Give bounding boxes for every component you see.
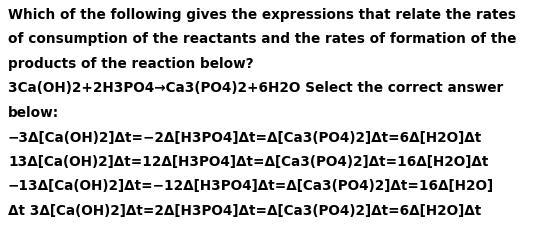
Text: products of the reaction below?: products of the reaction below? (8, 57, 254, 71)
Text: 13Δ[Ca(OH)2]Δt=12Δ[H3PO4]Δt=Δ[Ca3(PO4)2]Δt=16Δ[H2O]Δt: 13Δ[Ca(OH)2]Δt=12Δ[H3PO4]Δt=Δ[Ca3(PO4)2]… (8, 154, 488, 168)
Text: of consumption of the reactants and the rates of formation of the: of consumption of the reactants and the … (8, 32, 516, 46)
Text: −3Δ[Ca(OH)2]Δt=−2Δ[H3PO4]Δt=Δ[Ca3(PO4)2]Δt=6Δ[H2O]Δt: −3Δ[Ca(OH)2]Δt=−2Δ[H3PO4]Δt=Δ[Ca3(PO4)2]… (8, 130, 482, 144)
Text: below:: below: (8, 106, 59, 120)
Text: −13Δ[Ca(OH)2]Δt=−12Δ[H3PO4]Δt=Δ[Ca3(PO4)2]Δt=16Δ[H2O]: −13Δ[Ca(OH)2]Δt=−12Δ[H3PO4]Δt=Δ[Ca3(PO4)… (8, 179, 494, 193)
Text: Which of the following gives the expressions that relate the rates: Which of the following gives the express… (8, 8, 516, 22)
Text: Δt 3Δ[Ca(OH)2]Δt=2Δ[H3PO4]Δt=Δ[Ca3(PO4)2]Δt=6Δ[H2O]Δt: Δt 3Δ[Ca(OH)2]Δt=2Δ[H3PO4]Δt=Δ[Ca3(PO4)2… (8, 203, 481, 217)
Text: 3Ca(OH)2+2H3PO4→Ca3(PO4)2+6H2O Select the correct answer: 3Ca(OH)2+2H3PO4→Ca3(PO4)2+6H2O Select th… (8, 81, 503, 95)
